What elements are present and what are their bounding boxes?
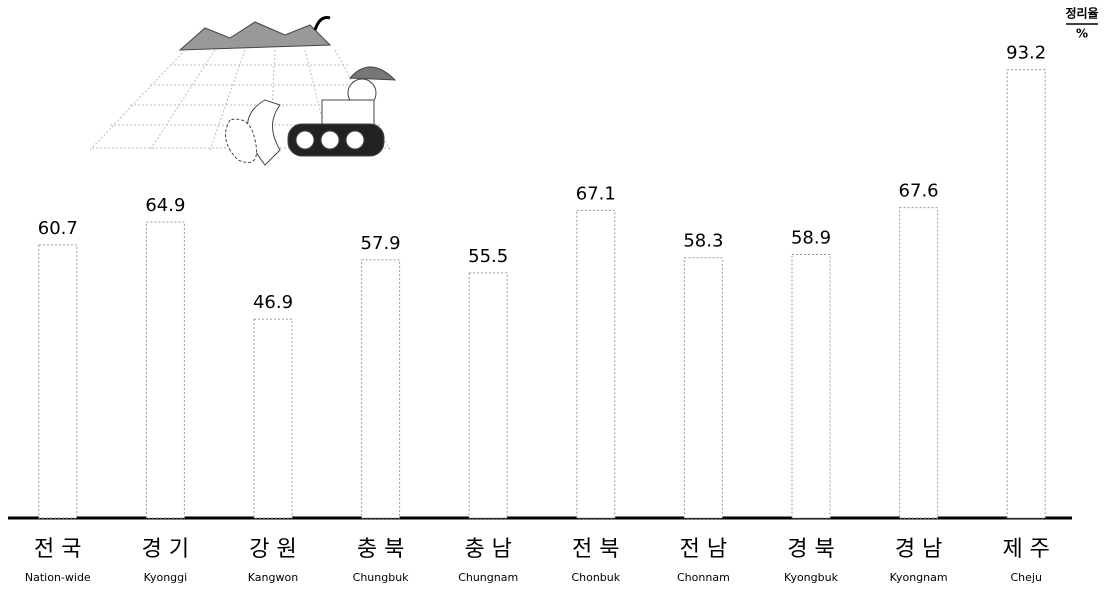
x-tick-sublabel: Kyonggi bbox=[144, 571, 188, 584]
value-label: 58.9 bbox=[791, 228, 831, 249]
x-tick-label: 전 국 bbox=[34, 537, 81, 562]
x-tick-sublabel: Kangwon bbox=[248, 571, 298, 584]
x-tick-label: 충 북 bbox=[357, 537, 404, 562]
x-tick-label: 강 원 bbox=[249, 537, 296, 562]
bar bbox=[576, 209, 616, 519]
bar bbox=[899, 207, 939, 519]
value-label: 64.9 bbox=[145, 195, 185, 216]
value-label: 55.5 bbox=[468, 246, 508, 267]
x-tick-label: 충 남 bbox=[464, 537, 511, 562]
bar bbox=[38, 244, 78, 519]
value-label: 93.2 bbox=[1006, 43, 1046, 64]
x-tick-sublabel: Kyongbuk bbox=[784, 571, 839, 584]
bar bbox=[145, 221, 185, 519]
bar bbox=[683, 257, 723, 519]
illustration bbox=[89, 16, 397, 166]
x-tick-sublabel: Nation-wide bbox=[25, 571, 91, 584]
bar bbox=[1006, 69, 1046, 519]
value-label: 58.3 bbox=[683, 231, 723, 252]
unit-title: 정리율 bbox=[1065, 6, 1098, 21]
bar bbox=[791, 254, 831, 519]
value-label: 67.1 bbox=[576, 183, 616, 204]
x-tick-label: 경 기 bbox=[142, 537, 189, 562]
x-tick-label: 전 북 bbox=[572, 537, 619, 562]
value-label: 60.7 bbox=[38, 218, 78, 239]
x-tick-label: 경 남 bbox=[895, 537, 942, 562]
value-label: 57.9 bbox=[361, 233, 401, 254]
x-tick-label: 경 북 bbox=[787, 537, 834, 562]
x-tick-sublabel: Chonbuk bbox=[571, 571, 620, 584]
bar bbox=[253, 318, 293, 519]
bar bbox=[468, 272, 508, 519]
x-tick-label: 제 주 bbox=[1002, 537, 1049, 562]
value-label: 46.9 bbox=[253, 292, 293, 313]
x-tick-sublabel: Kyongnam bbox=[890, 571, 948, 584]
x-tick-label: 전 남 bbox=[680, 537, 727, 562]
x-tick-sublabel: Chonnam bbox=[677, 571, 730, 584]
x-tick-sublabel: Chungnam bbox=[458, 571, 518, 584]
bar bbox=[361, 259, 401, 519]
unit: % bbox=[1076, 27, 1088, 41]
x-tick-sublabel: Cheju bbox=[1010, 571, 1041, 584]
x-tick-sublabel: Chungbuk bbox=[353, 571, 410, 584]
value-label: 67.6 bbox=[899, 181, 939, 202]
